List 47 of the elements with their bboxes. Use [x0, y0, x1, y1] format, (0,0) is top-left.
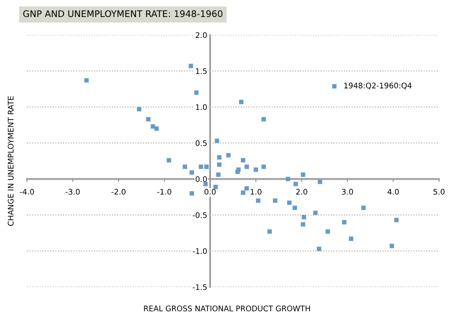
point — [190, 170, 194, 175]
point — [342, 220, 346, 224]
point — [240, 190, 246, 195]
point — [216, 172, 221, 177]
point — [166, 158, 172, 162]
point — [182, 164, 188, 169]
point — [302, 214, 306, 220]
point — [300, 222, 306, 227]
point — [272, 198, 278, 203]
point — [300, 172, 306, 177]
point — [292, 206, 297, 210]
point — [294, 182, 298, 186]
point — [150, 124, 156, 129]
point — [217, 162, 222, 167]
point — [240, 158, 246, 162]
point — [188, 64, 194, 68]
point — [146, 117, 151, 122]
point — [286, 176, 290, 182]
point — [236, 167, 241, 172]
point — [217, 155, 222, 160]
point — [226, 153, 231, 158]
point — [394, 218, 399, 222]
point — [348, 236, 354, 241]
point — [361, 206, 366, 210]
point — [287, 200, 292, 205]
point — [261, 117, 266, 122]
point — [326, 229, 330, 234]
point — [316, 246, 322, 252]
point — [261, 164, 266, 169]
point — [198, 164, 204, 169]
point — [84, 78, 89, 83]
point — [154, 126, 159, 131]
chart-title: GNP AND UNEMPLOYMENT RATE: 1948-1960 — [23, 10, 222, 18]
point — [244, 164, 249, 169]
point — [313, 210, 318, 216]
point — [318, 180, 322, 184]
point — [267, 229, 272, 234]
point — [136, 106, 142, 112]
point — [390, 244, 394, 248]
point — [256, 198, 260, 203]
point — [244, 186, 249, 191]
point — [254, 167, 258, 172]
point — [214, 138, 220, 144]
point — [204, 164, 209, 169]
point — [190, 191, 194, 196]
point — [239, 100, 244, 104]
point — [194, 90, 199, 95]
